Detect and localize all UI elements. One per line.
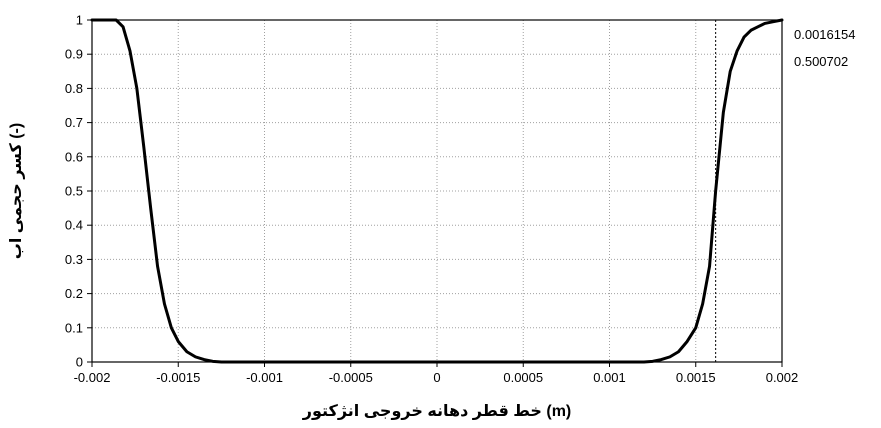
y-tick-label: 0.9 <box>65 47 83 62</box>
x-tick-label: 0.0005 <box>503 370 543 385</box>
y-tick-label: 0.8 <box>65 81 83 96</box>
axis-ticks <box>87 19 783 367</box>
y-tick-label: 0.5 <box>65 184 83 199</box>
x-tick-label: 0 <box>433 370 440 385</box>
y-tick-label: 0 <box>76 355 83 370</box>
x-tick-label: -0.002 <box>74 370 111 385</box>
x-tick-label: -0.001 <box>246 370 283 385</box>
cursor-y-readout: 0.500702 <box>794 54 848 69</box>
y-tick-label: 0.2 <box>65 286 83 301</box>
x-axis-title: (m) خط قطر دهانه خروجی انژکتور <box>302 403 572 420</box>
y-tick-label: 0.6 <box>65 149 83 164</box>
y-axis-title: (-) کسر حجمی اب <box>8 123 25 259</box>
cursor-x-readout: 0.0016154 <box>794 27 855 42</box>
y-tick-label: 1 <box>76 13 83 28</box>
x-tick-label: 0.002 <box>766 370 799 385</box>
grid-lines <box>91 19 783 363</box>
x-tick-label: -0.0005 <box>329 370 373 385</box>
y-tick-label: 0.3 <box>65 252 83 267</box>
x-tick-labels: -0.002 -0.0015 -0.001 -0.0005 0 0.0005 0.001 0.… <box>74 370 799 385</box>
series-line <box>90 18 784 364</box>
x-tick-label: -0.0015 <box>156 370 200 385</box>
x-tick-label: 0.0015 <box>676 370 716 385</box>
y-tick-labels: 0 0.1 0.2 0.3 0.4 0.5 0.6 0.7 0.8 0.9 1 <box>65 13 83 370</box>
y-tick-label: 0.4 <box>65 218 83 233</box>
y-tick-label: 0.7 <box>65 115 83 130</box>
y-tick-label: 0.1 <box>65 320 83 335</box>
x-tick-label: 0.001 <box>593 370 626 385</box>
